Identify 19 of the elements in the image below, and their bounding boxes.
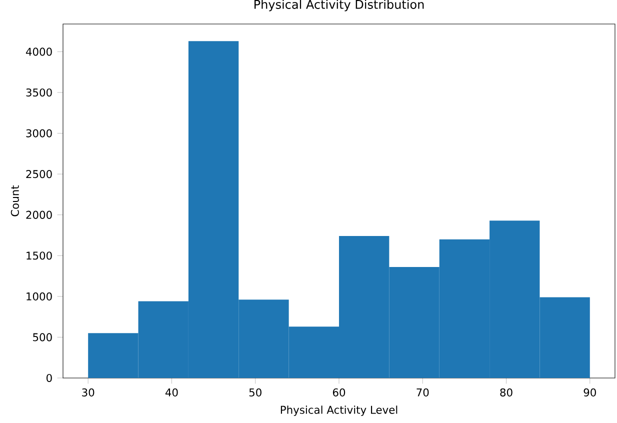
x-tick-label: 30 xyxy=(82,388,94,396)
x-tick-label: 70 xyxy=(416,388,429,396)
y-tick-label: 1500 xyxy=(26,252,52,260)
x-tick-label: 80 xyxy=(500,388,512,396)
x-tick-label: 90 xyxy=(584,388,596,396)
y-tick-label: 2000 xyxy=(26,210,52,219)
y-tick-label: 0 xyxy=(46,374,52,382)
y-tick-label: 3500 xyxy=(26,88,52,97)
chart-title: Physical Activity Distribution xyxy=(254,0,424,12)
y-axis-title: Count xyxy=(10,185,19,216)
y-tick-label: 1000 xyxy=(26,292,52,300)
y-tick-label: 2500 xyxy=(26,170,52,178)
y-tick-label: 500 xyxy=(33,333,52,342)
x-tick-label: 40 xyxy=(165,388,178,396)
x-tick-label: 60 xyxy=(332,388,346,396)
y-tick-label: 3000 xyxy=(26,129,52,138)
x-tick-label: 50 xyxy=(249,388,262,396)
x-axis-title: Physical Activity Level xyxy=(280,406,398,416)
y-tick-label: 4000 xyxy=(26,48,52,56)
